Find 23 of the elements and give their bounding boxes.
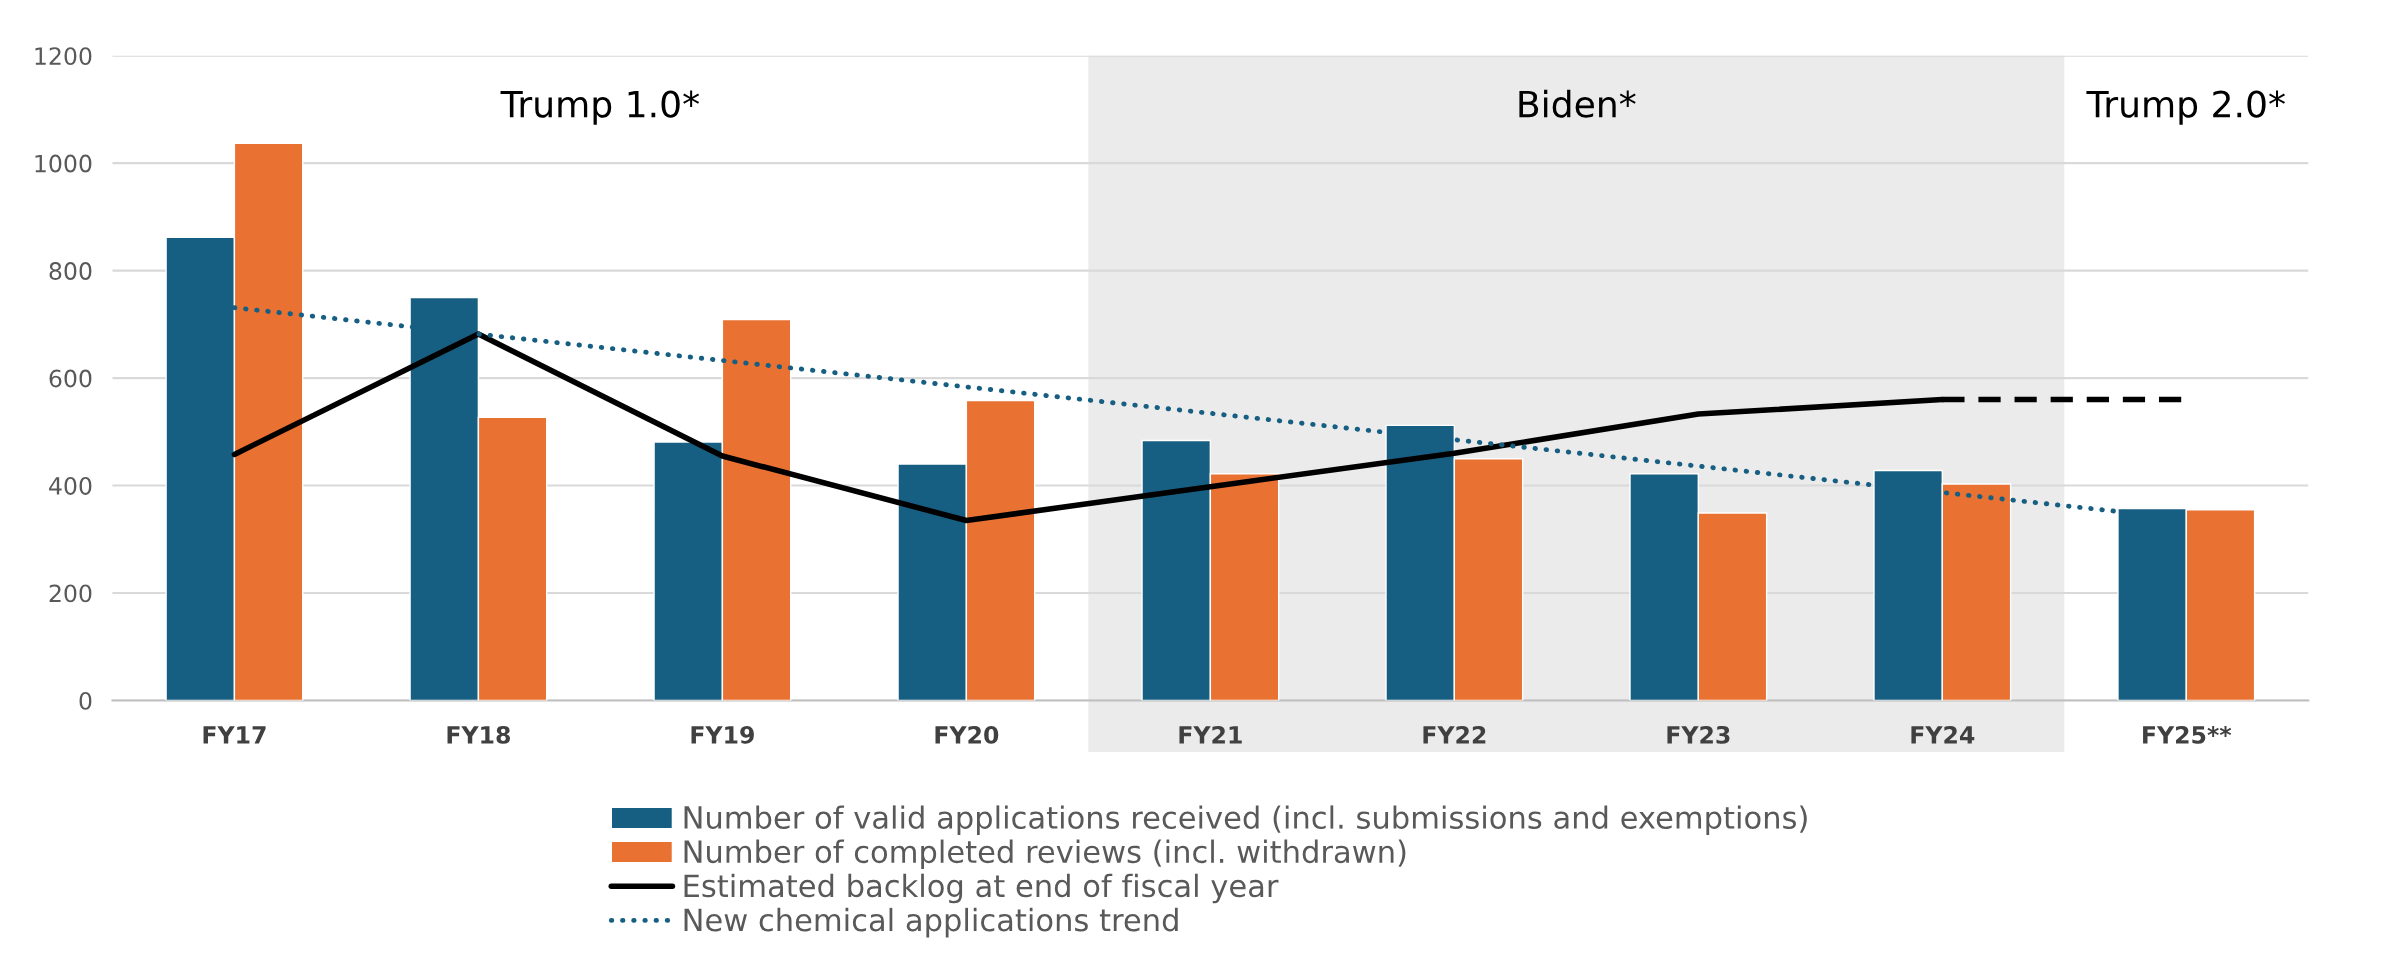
annotation: Trump 2.0* [2086,90,2285,125]
legend-label: Number of valid applications received (incl. submissions and exemptions) [684,805,1807,835]
x-tick-label: FY24 [1911,725,1975,744]
y-tick-label: 1200 [35,47,92,65]
x-tick-label: FY19 [691,725,754,744]
y-tick-label: 200 [49,584,92,603]
x-tick-label: FY18 [447,725,510,744]
legend-label: Estimated backlog at end of fiscal year [684,873,1279,904]
x-tick-label: FY17 [203,726,266,744]
y-tick-label: 400 [49,477,92,495]
legend-label: Number of completed reviews (incl. withdrawn) [684,839,1406,870]
x-tick-label: FY22 [1423,725,1486,744]
y-tick-label: 0 [79,691,92,710]
y-tick-label: 800 [49,262,92,280]
x-tick-label: FY25** [2143,725,2232,744]
y-tick-label: 600 [49,369,92,388]
y-tick-label: 1000 [35,154,92,173]
band-label: Biden* [1519,89,1636,118]
legend-label: New chemical applications trend [684,907,1178,938]
x-tick-label: FY20 [935,725,999,744]
x-tick-label: FY21 [1179,725,1242,744]
annotation: Trump 1.0* [500,90,700,125]
x-tick-label: FY23 [1667,725,1730,744]
